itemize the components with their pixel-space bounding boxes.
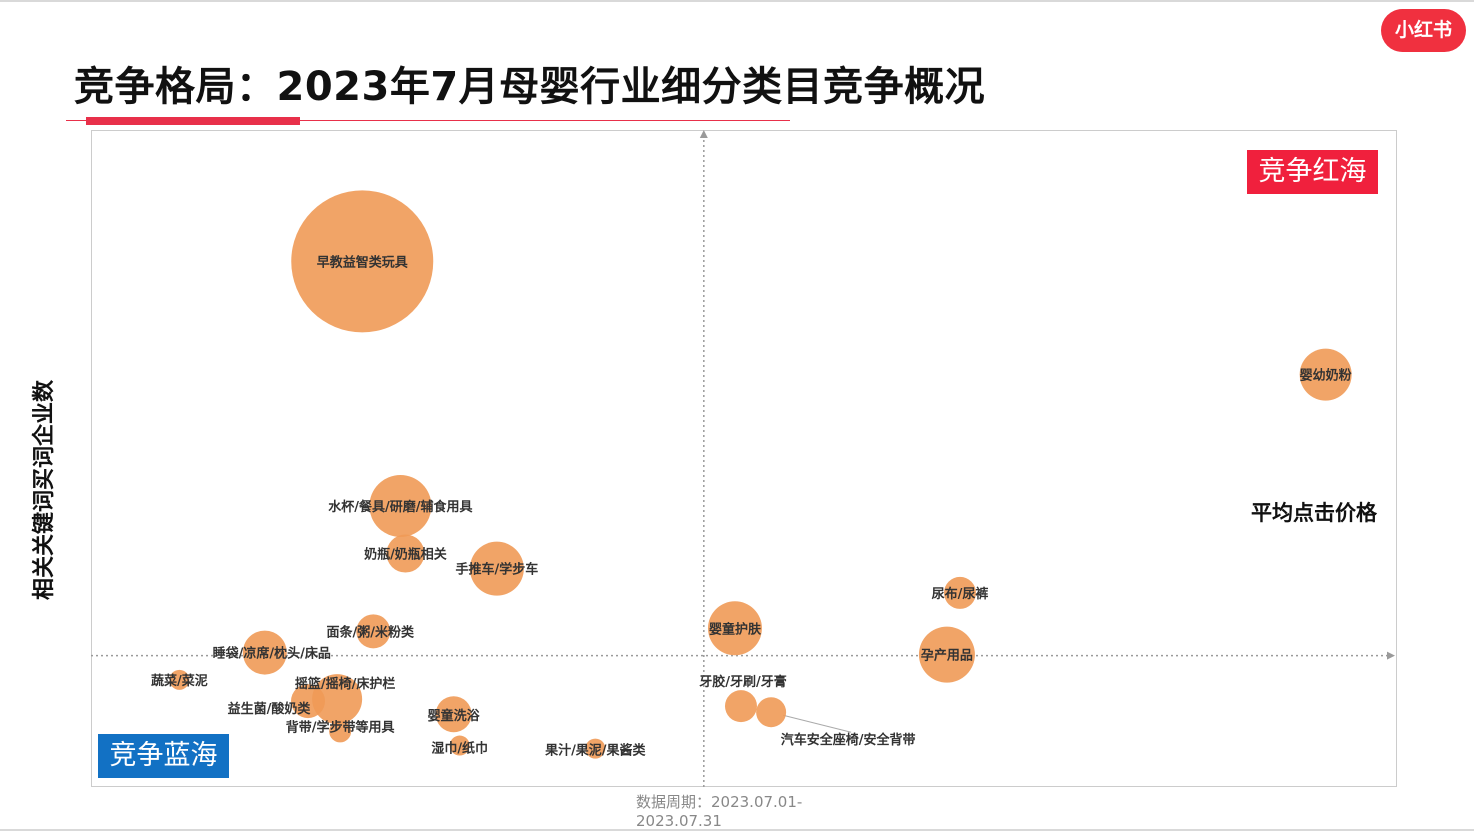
- data-period-note: 数据周期：2023.07.01- 2023.07.31: [636, 793, 803, 830]
- bubble-label-5: 面条/粥/米粉类: [327, 624, 415, 640]
- chart-frame: [91, 130, 1397, 787]
- bubble-16: [756, 697, 787, 728]
- vertical-reference-arrow: [699, 130, 708, 138]
- bubble-label-0: 早教益智类玩具: [317, 254, 408, 270]
- xiaohongshu-logo: 小红书: [1381, 9, 1466, 52]
- bubble-label-12: 湿巾/纸巾: [431, 741, 488, 757]
- bubble-label-14: 婴童护肤: [709, 621, 762, 637]
- bubble-label-13: 果汁/果泥/果酱类: [544, 743, 646, 759]
- title-accent-bar: [86, 117, 300, 125]
- bubble-18: [918, 626, 975, 683]
- bubble-6: [242, 630, 287, 675]
- y-axis-label: 相关关键词买词企业数: [32, 379, 57, 601]
- bubble-13: [585, 738, 606, 759]
- top-divider: [0, 0, 1474, 2]
- bubble-label-9: 益生菌/酸奶类: [228, 701, 312, 717]
- bubble-0: [291, 190, 434, 333]
- bubble-1: [1299, 348, 1352, 401]
- bubble-3: [386, 534, 425, 573]
- bottom-divider: [0, 829, 1474, 831]
- bubble-label-4: 手推车/学步车: [455, 562, 538, 578]
- bubble-14: [707, 601, 762, 656]
- bubble-11: [435, 696, 472, 733]
- bubble-label-15: 牙胶/牙刷/牙膏: [699, 674, 787, 690]
- bubble-label-8: 摇篮/摇椅/床护栏: [295, 676, 396, 692]
- bubble-12: [449, 735, 470, 756]
- bubble-8: [312, 674, 363, 725]
- bubble-label-1: 婴幼奶粉: [1300, 368, 1352, 384]
- bubble-7: [169, 669, 190, 690]
- blue-sea-quadrant-label: 竞争蓝海: [98, 734, 229, 778]
- bubble-4: [469, 541, 524, 596]
- bubble-label-2: 水杯/餐具/研磨/辅食用具: [328, 499, 472, 515]
- bubble-9: [290, 684, 325, 719]
- bubble-10: [329, 720, 352, 743]
- bubble-17: [943, 576, 976, 609]
- car-seat-leader-line: [783, 714, 852, 733]
- bubble-label-17: 尿布/尿裤: [932, 586, 989, 602]
- bubble-label-16: 汽车安全座椅/安全背带: [781, 732, 916, 748]
- bubble-label-11: 婴童洗浴: [428, 708, 481, 724]
- bubble-5: [356, 614, 391, 649]
- x-axis-label: 平均点击价格: [1251, 501, 1377, 525]
- bubble-label-18: 孕产用品: [921, 648, 973, 664]
- bubble-2: [369, 475, 432, 538]
- bubble-label-10: 背带/学步带等用具: [286, 719, 395, 735]
- bubble-15: [724, 690, 757, 723]
- bubble-label-7: 蔬菜/菜泥: [151, 673, 208, 689]
- horizontal-reference-arrow: [1387, 651, 1395, 660]
- bubble-label-6: 睡袋/凉席/枕头/床品: [213, 646, 331, 662]
- page-title: 竞争格局：2023年7月母婴行业细分类目竞争概况: [74, 64, 986, 110]
- bubble-label-3: 奶瓶/奶瓶相关: [363, 547, 447, 563]
- title-underline: [66, 120, 790, 121]
- red-sea-quadrant-label: 竞争红海: [1247, 150, 1378, 194]
